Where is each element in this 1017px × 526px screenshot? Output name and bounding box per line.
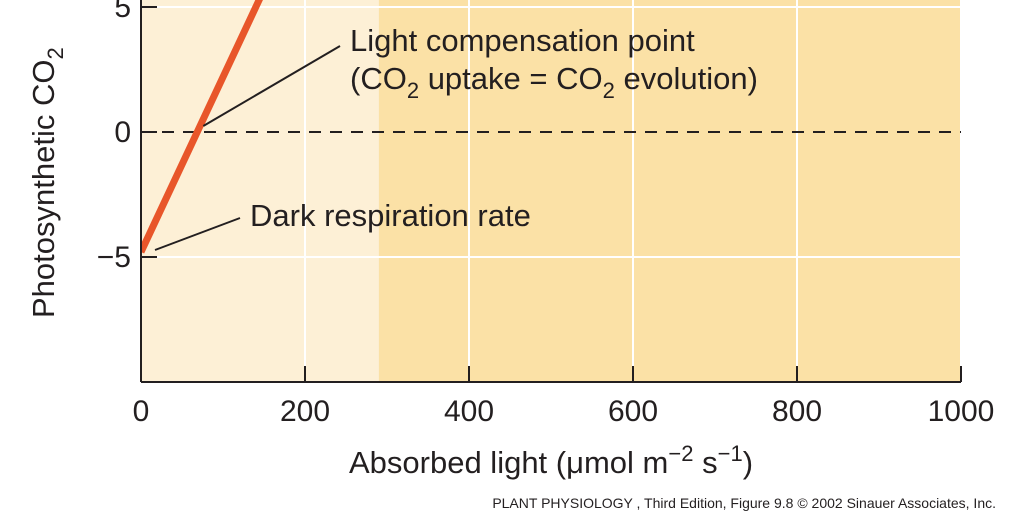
y-tick-label--5: −5 bbox=[97, 241, 131, 274]
light-compensation-sublabel: (CO2 uptake = CO2 evolution) bbox=[350, 61, 758, 103]
background-band-1 bbox=[378, 0, 961, 382]
x-tick-label-400: 400 bbox=[444, 395, 494, 428]
dark-respiration-label: Dark respiration rate bbox=[250, 198, 531, 233]
data-series bbox=[141, 0, 263, 254]
x-ticks: 0 200 400 600 800 1000 bbox=[133, 366, 995, 428]
x-tick-label-600: 600 bbox=[608, 395, 658, 428]
figure-credit: PLANT PHYSIOLOGY , Third Edition, Figure… bbox=[492, 495, 996, 511]
y-tick-label-5: 5 bbox=[114, 0, 131, 24]
light-compensation-leader bbox=[202, 45, 341, 127]
x-tick-label-800: 800 bbox=[772, 395, 822, 428]
series-line-0 bbox=[141, 0, 263, 254]
gridlines bbox=[141, 0, 962, 382]
y-tick-label-0: 0 bbox=[114, 116, 131, 149]
y-ticks: −5 0 5 bbox=[97, 0, 157, 274]
dark-respiration-leader bbox=[154, 217, 241, 251]
x-tick-label-0: 0 bbox=[133, 395, 150, 428]
background-bands bbox=[141, 0, 961, 382]
y-axis-label: Photosynthetic CO2 bbox=[26, 47, 68, 318]
x-tick-label-1000: 1000 bbox=[928, 395, 995, 428]
light-compensation-label: Light compensation point bbox=[350, 23, 695, 58]
background-band-0 bbox=[141, 0, 379, 382]
x-tick-label-200: 200 bbox=[280, 395, 330, 428]
x-axis-label: Absorbed light (μmol m−2 s−1) bbox=[349, 441, 753, 480]
